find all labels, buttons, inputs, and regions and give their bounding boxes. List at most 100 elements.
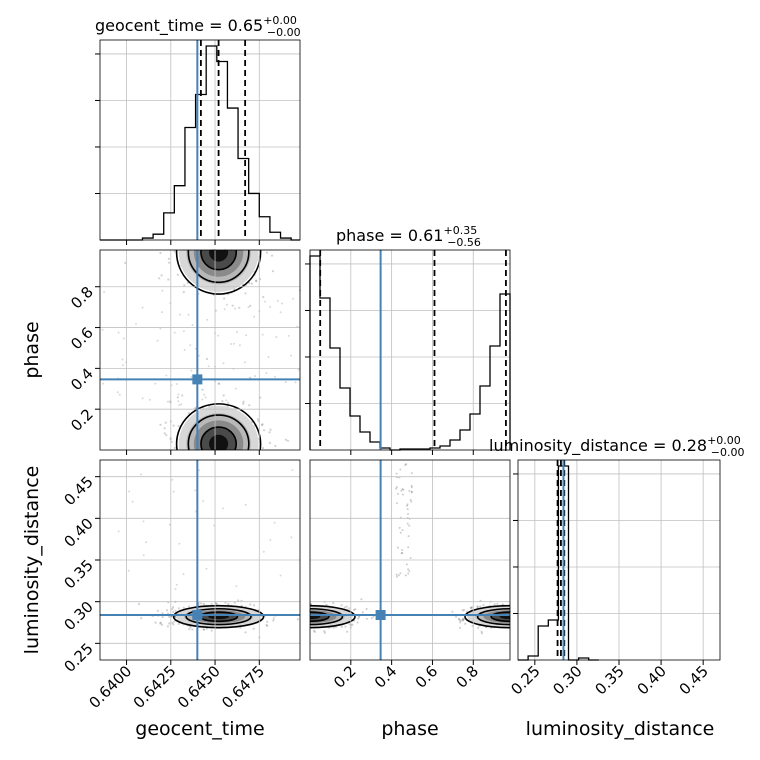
histogram-bar: [185, 127, 196, 240]
scatter-point: [173, 446, 176, 449]
scatter-point: [137, 602, 141, 606]
scatter-point: [187, 412, 190, 415]
scatter-point: [272, 619, 275, 622]
histogram-bar: [350, 416, 360, 450]
contour-line: [490, 611, 510, 623]
scatter-point: [482, 604, 485, 607]
scatter-point: [461, 619, 464, 622]
scatter-point: [194, 489, 197, 492]
scatter-point: [344, 625, 347, 628]
scatter-point: [160, 623, 164, 626]
scatter-point: [217, 334, 220, 337]
scatter-point: [346, 630, 349, 633]
scatter-point: [325, 603, 328, 607]
scatter-point: [265, 251, 268, 254]
scatter-point: [408, 489, 411, 492]
scatter-point: [156, 339, 159, 342]
histogram-bar: [164, 213, 175, 240]
scatter-point: [127, 569, 130, 572]
histogram-bar: [310, 256, 320, 450]
scatter-point: [410, 472, 413, 475]
scatter-point: [404, 464, 407, 467]
scatter-point: [142, 520, 145, 523]
scatter-point: [281, 302, 283, 305]
scatter-point: [214, 602, 218, 605]
scatter-point: [121, 358, 124, 361]
y-axis-label-luminosity-distance: luminosity_distance: [21, 466, 43, 655]
injection-marker: [192, 610, 203, 620]
scatter-point: [122, 337, 125, 340]
scatter-point: [231, 304, 234, 307]
scatter-point: [205, 357, 208, 361]
scatter-point: [395, 573, 398, 576]
scatter-point: [103, 291, 106, 293]
scatter-point: [182, 330, 185, 333]
scatter-point: [261, 333, 264, 336]
scatter-point: [238, 306, 241, 309]
scatter-point: [159, 251, 162, 255]
scatter-point: [340, 604, 343, 607]
scatter-point: [398, 526, 401, 529]
scatter-point: [348, 623, 351, 626]
scatter-point: [248, 282, 251, 285]
density-cell: [209, 250, 229, 262]
scatter-point: [356, 621, 359, 624]
scatter-point: [343, 606, 346, 609]
scatter-point: [160, 274, 163, 277]
scatter-point: [451, 610, 454, 613]
scatter-point: [493, 603, 496, 606]
scatter-point: [227, 602, 230, 605]
scatter-point: [357, 615, 360, 619]
histogram-bar: [153, 234, 164, 240]
scatter-point: [396, 502, 398, 505]
scatter-point: [131, 500, 134, 503]
histogram-layer: [100, 45, 599, 661]
scatter-point: [313, 630, 316, 634]
scatter-point: [464, 622, 467, 625]
scatter-point: [407, 568, 410, 571]
scatter-point: [255, 279, 258, 282]
scatter-point: [174, 588, 177, 590]
panel-frames-layer: [99, 39, 721, 661]
scatter-point: [161, 615, 164, 619]
scatter-point: [177, 425, 180, 428]
contour-line: [172, 604, 265, 629]
scatter-point: [207, 365, 210, 368]
y-tick-label: 0.6: [67, 324, 97, 354]
histogram-bar: [490, 346, 500, 450]
panel-frame: [309, 249, 511, 451]
scatter-point: [234, 307, 237, 310]
x-tick-label: 0.30: [549, 662, 585, 698]
scatter-point: [213, 524, 216, 527]
scatter-point: [191, 324, 194, 326]
scatter-point: [401, 493, 404, 496]
injection-marker: [192, 374, 203, 385]
scatter-point: [177, 393, 180, 396]
scatter-point: [332, 601, 335, 605]
scatter-point: [142, 554, 145, 557]
scatter-point: [116, 391, 119, 394]
scatter-point: [166, 400, 169, 403]
histogram-bar: [340, 388, 350, 450]
scatter-point: [470, 606, 473, 610]
scatter-point: [395, 472, 398, 475]
scatter-point: [205, 567, 208, 570]
scatter-point: [255, 280, 258, 283]
x-tick-label: 0.35: [591, 662, 627, 698]
scatter-point: [276, 300, 279, 302]
scatter-point: [396, 546, 399, 549]
x-tick-label: 0.6450: [174, 662, 224, 712]
scatter-point: [370, 617, 373, 620]
scatter-point: [274, 444, 277, 448]
contour-line: [476, 607, 510, 626]
injection-marker: [375, 610, 386, 620]
scatter-point: [159, 423, 162, 426]
scatter-point: [297, 368, 300, 371]
scatter-point: [222, 394, 225, 397]
scatter-point: [462, 619, 465, 622]
scatter-point: [164, 421, 167, 424]
scatter-point: [178, 404, 181, 407]
scatter-point: [273, 521, 276, 524]
scatter-point: [405, 563, 408, 566]
scatter-point: [254, 375, 257, 378]
